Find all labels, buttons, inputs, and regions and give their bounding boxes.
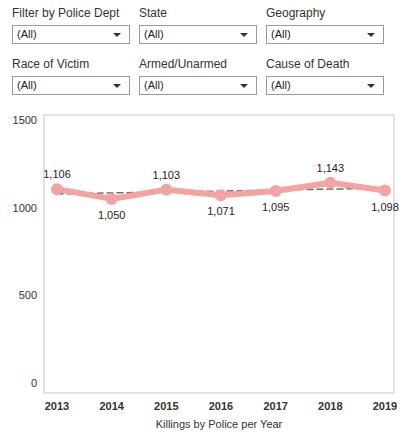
filter-label: State — [139, 6, 167, 20]
y-tick-label: 1500 — [13, 114, 37, 126]
data-label: 1,143 — [317, 162, 345, 174]
y-tick-label: 1000 — [13, 202, 37, 214]
filter-dropdown[interactable]: (All) — [139, 25, 257, 44]
point — [324, 177, 336, 189]
point — [379, 185, 391, 197]
filter-value: (All) — [17, 28, 37, 40]
point — [270, 185, 282, 197]
filter-label: Cause of Death — [266, 57, 349, 71]
y-tick-label: 0 — [31, 377, 37, 389]
plot-area — [51, 177, 391, 205]
point — [215, 189, 227, 201]
point — [106, 193, 118, 205]
x-tick-label: 2017 — [263, 400, 287, 412]
filter-value: (All) — [271, 28, 291, 40]
filter-value: (All) — [17, 79, 37, 91]
dropdown-arrow — [113, 33, 121, 37]
data-label: 1,106 — [43, 168, 71, 180]
x-tick-label: 2014 — [99, 400, 124, 412]
x-tick-label: 2013 — [45, 400, 69, 412]
dropdown-arrow — [240, 84, 248, 88]
dropdown-arrow — [240, 33, 248, 37]
filter-dropdown[interactable]: (All) — [266, 25, 384, 44]
dropdown-arrow — [367, 33, 375, 37]
filter-value: (All) — [271, 79, 291, 91]
point — [160, 184, 172, 196]
x-tick-label: 2015 — [154, 400, 178, 412]
x-tick-label: 2016 — [209, 400, 233, 412]
filter-label: Geography — [266, 6, 325, 20]
y-tick-label: 500 — [19, 289, 37, 301]
data-label: 1,103 — [153, 169, 181, 181]
data-label: 1,095 — [262, 201, 290, 213]
filter-dropdown[interactable]: (All) — [266, 76, 384, 95]
filter-value: (All) — [144, 28, 164, 40]
filter-dropdown[interactable]: (All) — [12, 76, 130, 95]
filter-label: Filter by Police Dept — [12, 6, 119, 20]
data-label: 1,050 — [98, 209, 126, 221]
dropdown-arrow — [367, 84, 375, 88]
x-tick-label: 2019 — [373, 400, 397, 412]
dropdown-arrow — [113, 84, 121, 88]
filter-dropdown[interactable]: (All) — [12, 25, 130, 44]
chart: 0 500 1000 1500 2013 2014 2015 2016 2017 2018 2019… — [0, 0, 402, 434]
point — [51, 183, 63, 195]
x-axis-title: Killings by Police per Year — [156, 418, 283, 430]
filter-label: Race of Victim — [12, 57, 89, 71]
plot-frame — [44, 115, 394, 393]
filter-dropdown[interactable]: (All) — [139, 76, 257, 95]
data-label: 1,098 — [371, 201, 399, 213]
x-tick-label: 2018 — [318, 400, 342, 412]
filter-value: (All) — [144, 79, 164, 91]
data-label: 1,071 — [207, 205, 235, 217]
filter-label: Armed/Unarmed — [139, 57, 227, 71]
